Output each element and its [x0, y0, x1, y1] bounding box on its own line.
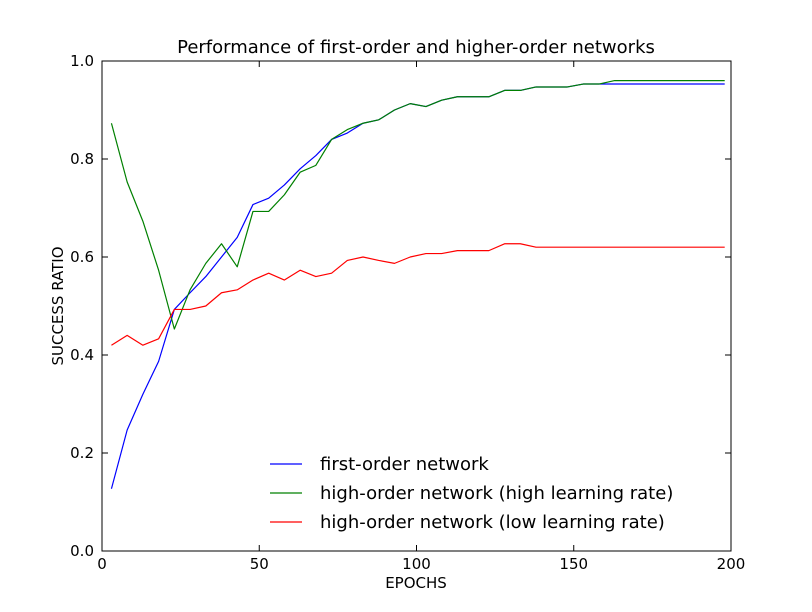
- chart-title: Performance of first-order and higher-or…: [177, 37, 655, 58]
- x-tick-label: 150: [559, 555, 588, 573]
- y-tick-label: 0.0: [70, 542, 94, 560]
- y-axis-title: SUCCESS RATIO: [49, 246, 67, 365]
- plot-background: [102, 61, 731, 551]
- legend-label-1: first-order network: [320, 454, 489, 475]
- plot-area: [102, 61, 731, 551]
- y-tick-label: 0.4: [70, 346, 94, 364]
- legend-label-2: high-order network (high learning rate): [320, 483, 673, 504]
- y-tick-label: 1.0: [70, 52, 94, 70]
- y-tick-label: 0.8: [70, 150, 94, 168]
- series-line-3: [111, 243, 725, 346]
- x-tick-label: 0: [97, 555, 107, 573]
- legend-label-3: high-order network (low learning rate): [320, 512, 665, 533]
- y-tick-label: 0.2: [70, 444, 94, 462]
- y-tick-label: 0.6: [70, 248, 94, 266]
- series-line-2: [110, 79, 725, 330]
- series-lines: [110, 79, 725, 489]
- x-tick-label: 200: [717, 555, 746, 573]
- x-tick-label: 100: [402, 555, 431, 573]
- x-axis-title: EPOCHS: [385, 574, 447, 592]
- legend: first-order network high-order network (h…: [270, 454, 673, 533]
- axes: 0 50 100 150 200 0.0 0.2 0.4 0.6 0.8 1.0: [70, 52, 745, 573]
- x-tick-label: 50: [250, 555, 269, 573]
